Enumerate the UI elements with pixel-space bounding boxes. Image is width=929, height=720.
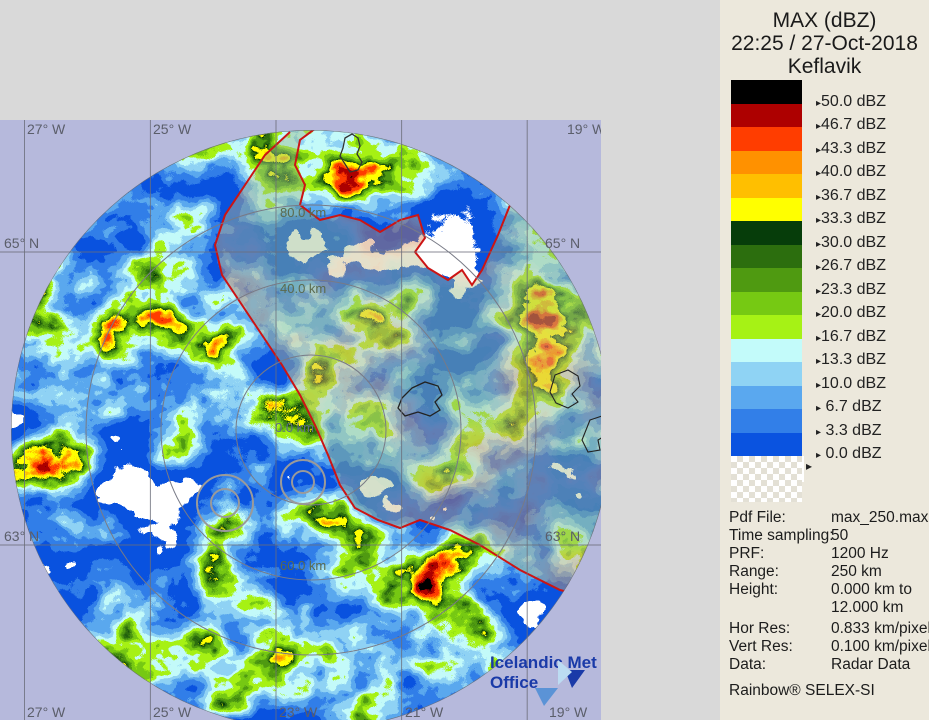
svg-text:40.0 km: 40.0 km xyxy=(280,281,326,296)
svg-text:60.0 km: 60.0 km xyxy=(280,558,326,573)
svg-text:0.0 km: 0.0 km xyxy=(275,420,314,435)
svg-text:65° N: 65° N xyxy=(4,235,39,251)
svg-text:63° N: 63° N xyxy=(4,528,39,544)
svg-text:Office: Office xyxy=(490,673,538,692)
svg-text:Icelandic Met: Icelandic Met xyxy=(490,653,597,672)
svg-text:27° W: 27° W xyxy=(27,121,66,137)
svg-text:25° W: 25° W xyxy=(153,704,192,720)
svg-text:19° W: 19° W xyxy=(549,704,588,720)
svg-text:19° W: 19° W xyxy=(567,121,601,137)
svg-text:80.0 km: 80.0 km xyxy=(280,205,326,220)
svg-text:27° W: 27° W xyxy=(27,704,66,720)
svg-text:65° N: 65° N xyxy=(545,235,580,251)
svg-text:63° N: 63° N xyxy=(545,528,580,544)
svg-text:21° W: 21° W xyxy=(405,704,444,720)
svg-text:25° W: 25° W xyxy=(153,121,192,137)
svg-text:23° W: 23° W xyxy=(279,704,318,720)
